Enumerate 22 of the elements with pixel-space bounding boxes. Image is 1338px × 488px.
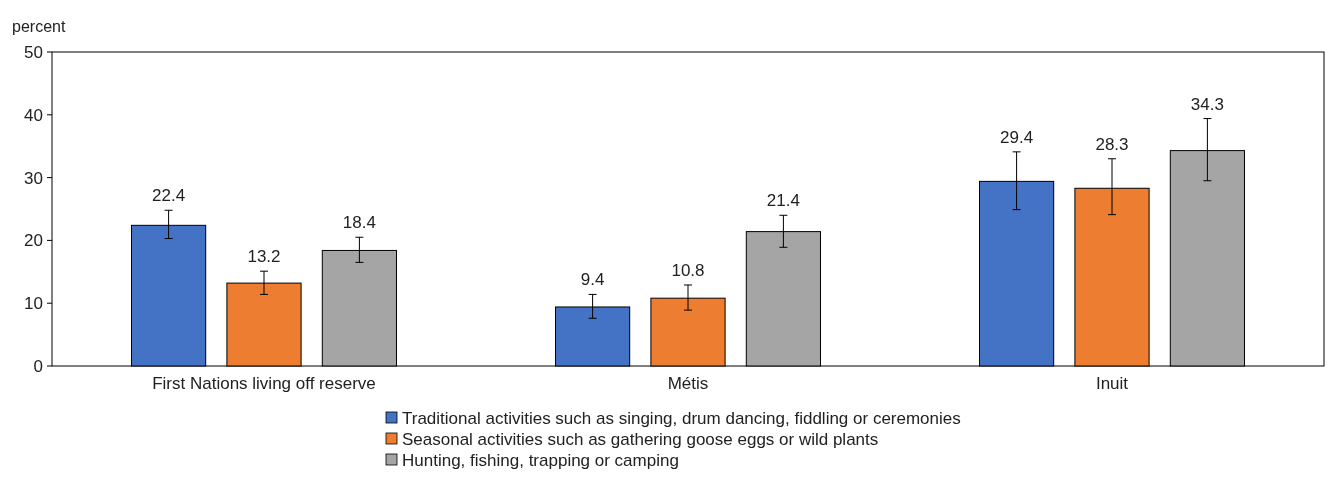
data-label: 13.2 [247,247,281,267]
y-tick-label: 0 [33,356,43,376]
x-tick-label: First Nations living off reserve [152,374,376,393]
legend-label: Seasonal activities such as gathering goose eggs or wild plants [402,429,879,449]
data-label: 21.4 [766,191,800,211]
y-tick-label: 30 [24,168,43,188]
data-label: 28.3 [1095,134,1129,154]
y-tick-label: 20 [24,231,43,251]
legend-label: Hunting, fishing, trapping or camping [402,450,679,470]
legend-label: Traditional activities such as singing, drum dancing, fiddling or ceremonies [402,408,961,428]
data-label: 34.3 [1190,94,1224,114]
data-label: 9.4 [580,270,605,290]
y-axis-title: percent [12,18,66,35]
data-label: 22.4 [152,186,186,206]
data-label: 29.4 [1000,127,1034,147]
y-tick-label: 50 [24,42,43,62]
x-tick-label: Inuit [1095,374,1129,393]
x-tick-label: Métis [667,374,709,393]
data-label: 10.8 [671,260,705,280]
data-label: 18.4 [342,213,376,233]
y-tick-label: 10 [24,294,43,314]
y-tick-label: 40 [24,105,43,125]
